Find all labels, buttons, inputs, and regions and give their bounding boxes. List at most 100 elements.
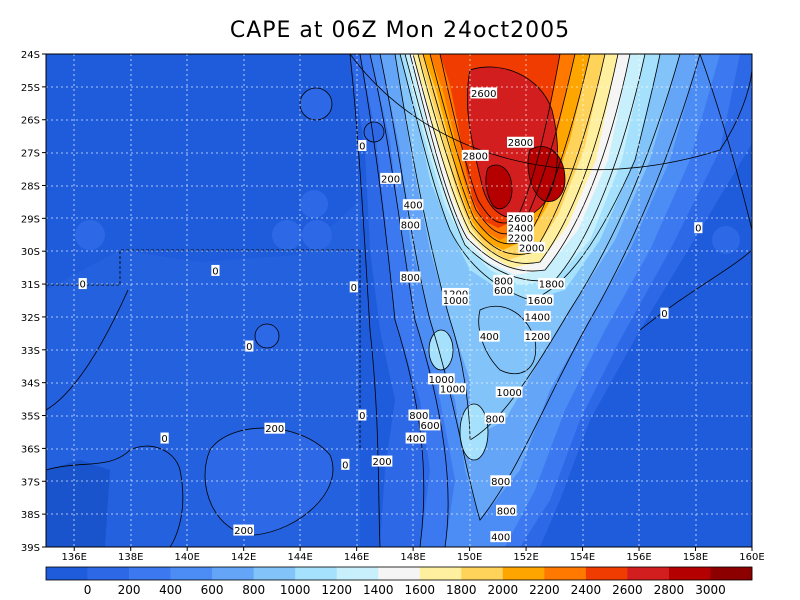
contour-label: 1600 (526, 294, 554, 307)
colorbar-label: 2400 (571, 583, 602, 597)
colorbar-label: 0 (84, 583, 92, 597)
contour-label: 600 (493, 284, 514, 297)
contour-label: 2400 (507, 222, 534, 235)
contour-label: 0 (78, 278, 87, 291)
contour-label-box (694, 222, 703, 234)
lat-tick-label: 32S (21, 313, 40, 324)
contour-label: 0 (358, 409, 367, 422)
contour-label-box (358, 140, 367, 152)
contour-label-text: 0 (359, 411, 365, 422)
colorbar-swatch (461, 567, 504, 580)
contour-label: 200 (371, 455, 393, 468)
lat-tick-label: 30S (21, 247, 40, 258)
colorbar-frame (45, 566, 753, 581)
contour-label: 400 (490, 531, 511, 544)
contour-label-box (495, 386, 523, 398)
colorbar-swatch (710, 567, 753, 580)
colorbar-swatch (253, 567, 296, 580)
lat-tick-label: 28S (21, 181, 40, 192)
colorbar-swatch (585, 567, 628, 580)
contour-label-text: 1000 (429, 375, 454, 386)
contour-label: 2200 (507, 232, 534, 245)
contour-label-box (78, 278, 87, 290)
contour-label-box (349, 281, 358, 293)
contour-label: 0 (341, 458, 350, 471)
contour-label-text: 2400 (508, 224, 533, 235)
lon-tick-label: 156E (626, 552, 651, 563)
contour-label-text: 800 (401, 273, 420, 284)
contour-label-text: 200 (381, 174, 400, 185)
colorbar-label: 2800 (654, 583, 685, 597)
contour-label-text: 200 (234, 526, 253, 537)
lat-tick-label: 29S (21, 214, 40, 225)
contour-label-text: 400 (491, 533, 510, 544)
colorbar-label: 2200 (529, 583, 560, 597)
contour-label-box (507, 212, 534, 224)
contour-label-box (523, 330, 551, 342)
colorbar-label: 400 (159, 583, 182, 597)
contour-label-text: 1800 (539, 280, 564, 291)
contour-label-box (399, 218, 421, 230)
contour-label: 0 (160, 432, 169, 445)
contour-label: 1000 (427, 373, 455, 386)
lon-axis: 136E 138E 140E 142E 144E 146E 148E 150E 152E 154E… (62, 547, 765, 563)
contour-label: 600 (419, 419, 441, 432)
contour-label-box (160, 432, 169, 444)
contour-label-box (402, 199, 424, 211)
contour-label-text: 0 (246, 342, 252, 353)
lat-tick-label: 38S (21, 510, 40, 521)
colorbar-label: 200 (118, 583, 141, 597)
contour-label: 1400 (523, 310, 551, 323)
contour-label-box (341, 458, 350, 470)
contour-label-text: 200 (373, 457, 392, 468)
contour-label-text: 1400 (525, 312, 550, 323)
contour-label: 0 (245, 340, 254, 353)
contour-label-box (461, 149, 489, 161)
lon-tick-label: 144E (287, 552, 312, 563)
contour-label-text: 800 (497, 506, 516, 517)
contour-label-box (538, 278, 565, 290)
contour-label-text: 800 (409, 411, 428, 422)
contour-label: 2600 (507, 212, 534, 225)
contour-label-box (479, 330, 500, 342)
contour-label-box (264, 422, 286, 434)
colorbar-label: 600 (201, 583, 224, 597)
contour-label-text: 400 (406, 434, 425, 445)
contour-label: 200 (233, 524, 254, 537)
contour-label-text: 800 (485, 414, 504, 425)
contour-label-text: 2800 (463, 151, 488, 162)
contour-label-text: 400 (404, 201, 423, 212)
contour-label-box (493, 274, 514, 286)
contour-label-box (526, 294, 554, 306)
contour-label-box (493, 284, 514, 296)
contour-label-text: 2600 (508, 214, 533, 225)
lat-axis: 24S 25S 26S 27S 28S 29S 30S 31S 32S 33S 34S 35S 36S 3… (21, 50, 46, 554)
lon-tick-label: 148E (400, 552, 425, 563)
colorbar: 0 200 400 600 800 1000 1200 1400 1600 1800 2000 220… (45, 566, 753, 597)
colorbar-swatch (544, 567, 587, 580)
colorbar-label: 2000 (488, 583, 519, 597)
colorbar-label: 1000 (280, 583, 311, 597)
colorbar-swatch (336, 567, 379, 580)
contour-label: 2800 (507, 136, 534, 149)
lon-tick-label: 136E (62, 552, 87, 563)
colorbar-label: 800 (242, 583, 265, 597)
lat-tick-label: 26S (21, 116, 40, 127)
lon-tick-label: 146E (344, 552, 369, 563)
contour-label-box (442, 287, 469, 299)
contour-label-text: 1000 (496, 388, 521, 399)
contour-label-box (399, 271, 421, 283)
contour-label: 800 (399, 271, 421, 284)
contour-label-box (518, 241, 546, 253)
colorbar-label: 1800 (446, 583, 477, 597)
contour-label-box (233, 524, 254, 536)
map-title: CAPE at 06Z Mon 24oct2005 (229, 18, 571, 43)
contour-label-box (245, 340, 254, 352)
colorbar-swatch (170, 567, 213, 580)
lon-tick-label: 142E (231, 552, 256, 563)
colorbar-swatch (129, 567, 171, 580)
contour-label: 400 (405, 432, 427, 445)
lat-tick-label: 25S (21, 83, 40, 94)
lat-tick-label: 34S (21, 379, 40, 390)
colorbar-swatch (419, 567, 462, 580)
